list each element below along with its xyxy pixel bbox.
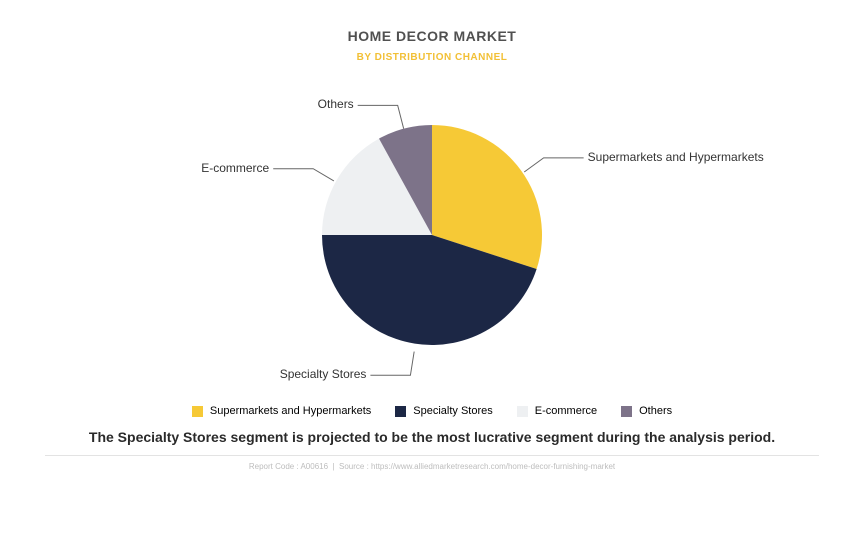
chart-subtitle: BY DISTRIBUTION CHANNEL bbox=[357, 52, 508, 63]
chart-caption: The Specialty Stores segment is projecte… bbox=[89, 429, 775, 445]
source-text: Source : https://www.alliedmarketresearc… bbox=[339, 462, 615, 471]
legend-item: E-commerce bbox=[517, 405, 597, 417]
slice-label: E-commerce bbox=[201, 161, 269, 175]
chart-title: HOME DECOR MARKET bbox=[348, 28, 517, 44]
pie-chart-area: Supermarkets and HypermarketsSpecialty S… bbox=[112, 75, 752, 395]
legend-swatch bbox=[621, 406, 632, 417]
legend-label: Specialty Stores bbox=[413, 405, 492, 417]
footer-divider bbox=[45, 455, 820, 456]
leader-line bbox=[370, 352, 414, 376]
leader-line bbox=[358, 105, 404, 128]
chart-container: HOME DECOR MARKET BY DISTRIBUTION CHANNE… bbox=[0, 0, 864, 537]
leader-line bbox=[273, 169, 334, 181]
legend-swatch bbox=[395, 406, 406, 417]
leader-lines bbox=[112, 75, 752, 395]
footer-text: Report Code : A00616 | Source : https://… bbox=[249, 462, 615, 471]
slice-label: Specialty Stores bbox=[280, 367, 367, 381]
legend-swatch bbox=[517, 406, 528, 417]
legend-label: Supermarkets and Hypermarkets bbox=[210, 405, 371, 417]
slice-label: Supermarkets and Hypermarkets bbox=[588, 150, 764, 164]
report-code: Report Code : A00616 bbox=[249, 462, 328, 471]
legend-swatch bbox=[192, 406, 203, 417]
legend: Supermarkets and Hypermarkets Specialty S… bbox=[192, 405, 672, 417]
slice-label: Others bbox=[318, 97, 354, 111]
legend-item: Specialty Stores bbox=[395, 405, 492, 417]
legend-label: E-commerce bbox=[535, 405, 597, 417]
legend-label: Others bbox=[639, 405, 672, 417]
leader-line bbox=[524, 158, 583, 172]
legend-item: Supermarkets and Hypermarkets bbox=[192, 405, 371, 417]
legend-item: Others bbox=[621, 405, 672, 417]
